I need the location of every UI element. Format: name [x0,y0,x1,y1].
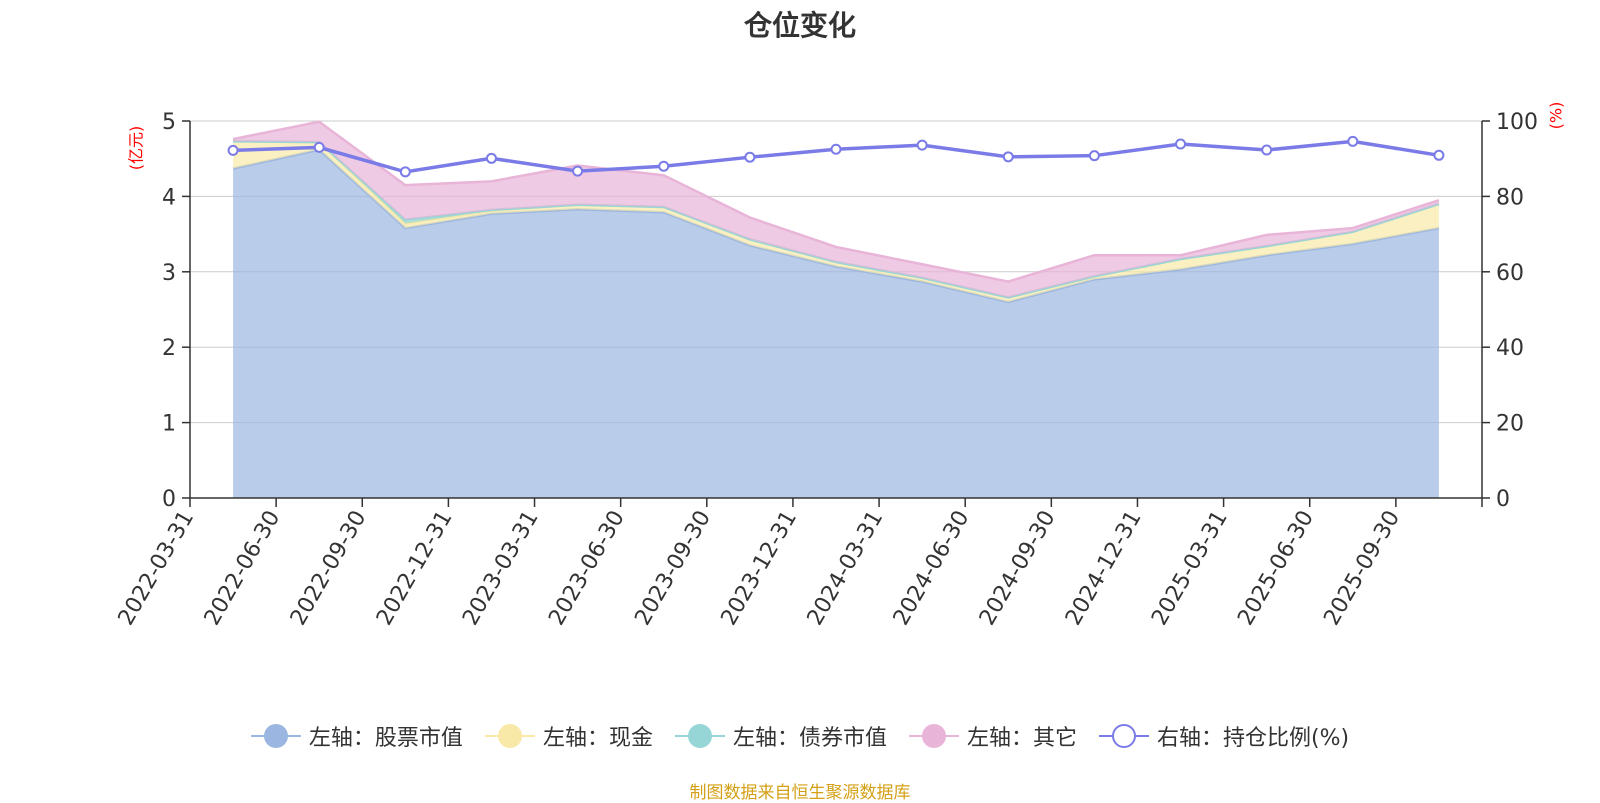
x-tick-label: 2023-03-31 [458,507,544,630]
x-tick-label: 2022-06-30 [200,507,286,630]
y-left-tick-label: 1 [162,412,176,437]
legend-item[interactable]: 左轴：债券市值 [674,720,887,752]
legend-marker-icon [250,724,301,748]
ratio-point [1002,151,1014,163]
legend-marker-icon [484,724,535,748]
ratio-point [916,139,928,151]
y-left-tick-label: 3 [162,261,176,286]
y-left-tick-label: 2 [162,336,176,361]
y-left-tick-label: 4 [162,185,176,210]
area-4 [233,121,1439,298]
area-1 [233,149,1439,499]
legend-label: 左轴：其它 [966,726,1077,751]
x-tick-label: 2024-06-30 [889,506,975,629]
y-right-tick-label: 20 [1496,412,1524,437]
y-right-tick-label: 0 [1496,487,1510,512]
chart-title: 仓位变化 [743,9,856,42]
y-right-tick-label: 40 [1496,336,1524,361]
ratio-point [830,143,842,155]
ratio-point [1433,149,1445,161]
x-tick-label: 2025-09-30 [1319,507,1405,630]
x-tick-label: 2024-12-31 [1061,507,1147,630]
x-tick-label: 2023-12-31 [717,507,803,630]
x-tick-label: 2024-03-31 [803,507,889,630]
x-tick-label: 2024-09-30 [975,507,1061,630]
legend-label: 左轴：股票市值 [308,726,463,751]
legend-item[interactable]: 左轴：其它 [908,720,1077,752]
ratio-point [1175,138,1187,150]
legend: 左轴：股票市值 左轴：现金 左轴：债券市值 左轴：其它 右轴：持仓比例(%) [0,720,1600,752]
y-right-tick-label: 100 [1496,110,1538,135]
ratio-point [1088,150,1100,162]
legend-marker-icon [908,724,959,748]
x-tick-label: 2022-09-30 [286,507,372,630]
legend-marker-icon [674,724,725,748]
y-right-tick-label: 60 [1496,261,1524,286]
x-tick-label: 2022-03-31 [114,507,200,630]
ratio-point [1261,144,1273,156]
area-edge-4 [232,120,1440,283]
x-tick-label: 2023-06-30 [544,507,630,630]
legend-label: 左轴：现金 [542,726,653,751]
x-tick-label: 2023-09-30 [630,507,716,630]
y-left-tick-label: 5 [162,110,176,135]
legend-label: 左轴：债券市值 [732,726,887,751]
legend-label: 右轴：持仓比例(%) [1156,726,1350,751]
ratio-point [485,152,497,164]
ratio-point [227,144,239,156]
source-note: 制图数据来自恒生聚源数据库 [689,783,911,803]
legend-marker-icon [1098,724,1149,748]
ratio-point [399,166,411,178]
ratio-point [744,151,756,163]
y-left-tick-label: 0 [162,487,176,512]
y-right-tick-label: 80 [1496,185,1524,210]
legend-item[interactable]: 右轴：持仓比例(%) [1098,720,1350,752]
ratio-point [313,141,325,153]
ratio-point [1347,135,1359,147]
x-tick-label: 2025-06-30 [1233,507,1319,630]
x-tick-label: 2025-03-31 [1147,507,1233,630]
ratio-point [658,160,670,172]
legend-item[interactable]: 左轴：股票市值 [250,720,463,752]
ratio-point [572,165,584,177]
legend-item[interactable]: 左轴：现金 [484,720,653,752]
x-tick-label: 2022-12-31 [372,507,458,630]
